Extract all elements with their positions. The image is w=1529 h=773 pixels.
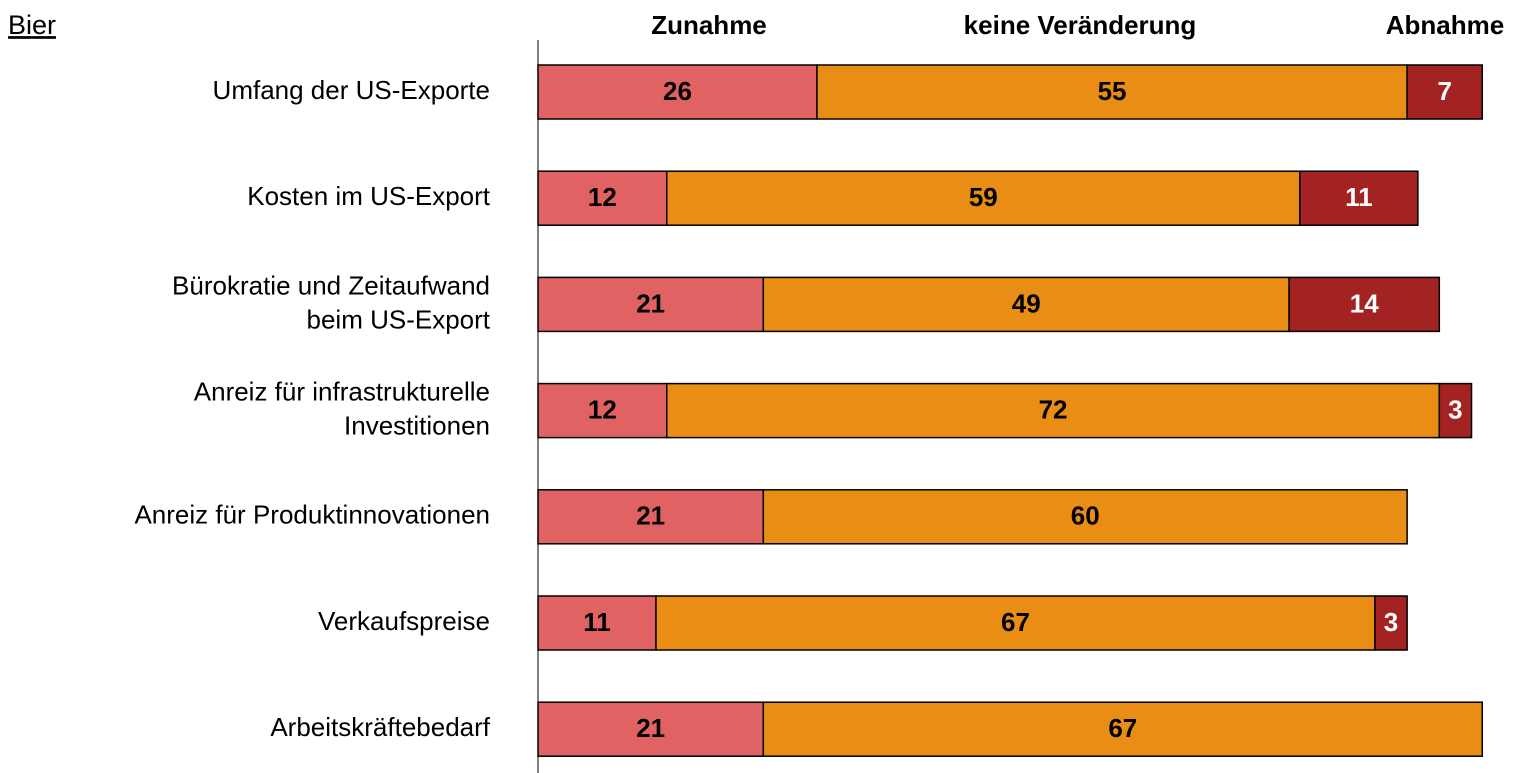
category-label: Bürokratie und Zeitaufwand beim US-Export bbox=[172, 270, 491, 334]
data-label: 55 bbox=[1098, 76, 1127, 106]
bar-segment bbox=[537, 382, 668, 439]
data-label: 3 bbox=[1384, 607, 1398, 637]
data-label: 12 bbox=[588, 182, 617, 212]
legend-label: Zunahme bbox=[651, 10, 767, 40]
bar-segment bbox=[1406, 64, 1483, 120]
bar-segment bbox=[1299, 170, 1419, 226]
data-label: 12 bbox=[588, 394, 617, 424]
data-label: 11 bbox=[583, 607, 611, 637]
data-label: 11 bbox=[1345, 182, 1373, 212]
bar-segment bbox=[762, 489, 1408, 545]
data-label: 67 bbox=[1001, 607, 1030, 637]
category-label: Verkaufspreise bbox=[318, 606, 490, 636]
category-label: Kosten im US-Export bbox=[247, 181, 491, 211]
data-label: 59 bbox=[969, 182, 998, 212]
bar-segment bbox=[655, 595, 1376, 651]
data-label: 21 bbox=[636, 713, 665, 743]
bar-segment bbox=[1374, 595, 1408, 651]
data-label: 21 bbox=[636, 501, 665, 531]
bar-segment bbox=[537, 595, 657, 651]
data-label: 72 bbox=[1039, 394, 1068, 424]
data-label: 60 bbox=[1071, 501, 1100, 531]
bar-segment bbox=[666, 382, 1441, 439]
legend-label: Abnahme bbox=[1386, 10, 1504, 40]
chart-title: Bier bbox=[8, 10, 56, 40]
data-label: 21 bbox=[636, 288, 665, 318]
data-label: 67 bbox=[1108, 713, 1137, 743]
bar-segment bbox=[816, 64, 1408, 120]
category-label: Anreiz für Produktinnovationen bbox=[134, 500, 490, 530]
data-label: 7 bbox=[1437, 76, 1451, 106]
category-label: Arbeitskräftebedarf bbox=[270, 712, 490, 742]
bar-segment bbox=[537, 489, 765, 545]
bar-segment bbox=[1288, 276, 1441, 333]
data-label: 49 bbox=[1012, 288, 1041, 318]
bar-segment bbox=[537, 701, 765, 757]
data-label: 26 bbox=[663, 76, 692, 106]
data-label: 14 bbox=[1350, 288, 1379, 318]
legend-label: keine Veränderung bbox=[964, 10, 1197, 40]
bar-segment bbox=[1438, 382, 1473, 439]
category-label: Umfang der US-Exporte bbox=[213, 75, 490, 105]
category-label: Anreiz für infrastrukturelle Investitione… bbox=[194, 376, 490, 440]
data-label: 3 bbox=[1448, 394, 1462, 424]
bar-segment bbox=[762, 701, 1483, 757]
